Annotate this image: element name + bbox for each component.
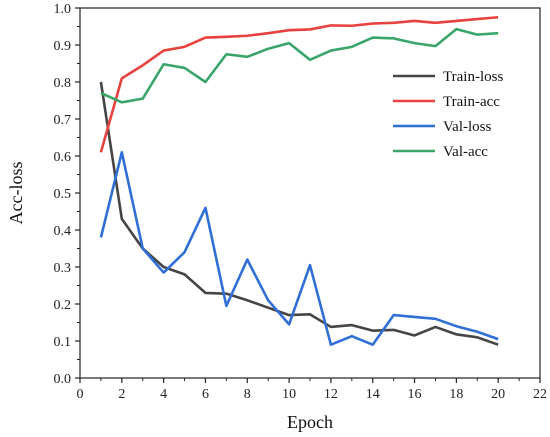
y-tick-label: 0.2	[54, 298, 72, 313]
series-line-val-loss	[99, 151, 499, 347]
series-line-val-acc	[100, 27, 499, 104]
y-tick-label: 0.6	[54, 150, 72, 165]
series-line-train-acc	[99, 15, 499, 153]
y-tick-label: 0.8	[54, 76, 72, 91]
series-lines	[99, 15, 499, 347]
x-tick-label: 12	[324, 387, 338, 402]
x-axis-title: Epoch	[287, 412, 333, 432]
x-tick-label: 4	[160, 387, 167, 402]
y-axis-ticks: 0.0 0.1 0.2 0.3 0.4 0.5 0.6 0.7 0.8 0.9 1.0	[54, 2, 80, 387]
x-tick-label: 16	[408, 387, 422, 402]
x-tick-label: 22	[533, 387, 547, 402]
y-tick-label: 0.1	[54, 335, 72, 350]
y-tick-label: 1.0	[54, 2, 72, 17]
x-tick-label: 14	[366, 387, 380, 402]
y-axis-title: Acc-loss	[6, 162, 26, 225]
x-tick-label: 18	[449, 387, 463, 402]
legend-label-val-loss: Val-loss	[443, 119, 491, 135]
x-tick-label: 6	[202, 387, 209, 402]
y-tick-label: 0.4	[54, 224, 72, 239]
y-tick-label: 0.0	[54, 372, 72, 387]
x-tick-label: 8	[244, 387, 251, 402]
legend-label-train-acc: Train-acc	[443, 94, 500, 110]
x-axis-ticks: 0 2 4 6 8 10 12 14 16 18 20 22	[77, 378, 547, 402]
legend-label-val-acc: Val-acc	[443, 144, 488, 160]
y-tick-label: 0.5	[54, 187, 72, 202]
series-line-train-loss	[99, 81, 499, 346]
x-tick-label: 10	[282, 387, 296, 402]
legend-label-train-loss: Train-loss	[443, 69, 503, 85]
y-tick-label: 0.7	[54, 113, 72, 128]
y-tick-label: 0.3	[54, 261, 72, 276]
plot-frame	[79, 7, 541, 379]
legend: Train-loss Train-acc Val-loss Val-acc	[393, 69, 503, 160]
x-tick-label: 20	[491, 387, 505, 402]
y-tick-label: 0.9	[54, 39, 72, 54]
x-tick-label: 0	[77, 387, 84, 402]
x-tick-label: 2	[118, 387, 125, 402]
